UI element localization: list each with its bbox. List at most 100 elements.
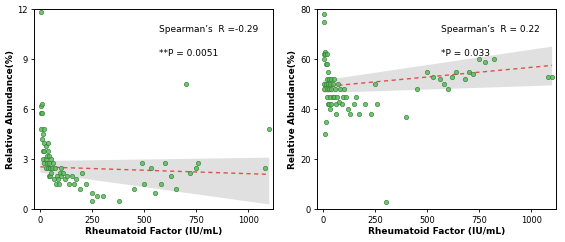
Point — [346, 112, 355, 116]
Point — [77, 171, 86, 175]
Point — [50, 166, 59, 170]
Point — [40, 161, 49, 165]
Point — [354, 112, 363, 116]
Point — [115, 199, 124, 203]
Text: *P = 0.033: *P = 0.033 — [441, 49, 490, 58]
Point — [341, 95, 350, 99]
Point — [53, 174, 62, 178]
Point — [468, 72, 477, 76]
Point — [146, 166, 155, 170]
Point — [489, 57, 498, 61]
Point — [412, 87, 421, 91]
Point — [328, 82, 337, 86]
Point — [402, 115, 411, 119]
Point — [444, 87, 453, 91]
Point — [544, 75, 553, 79]
Point — [39, 132, 48, 136]
Point — [43, 141, 52, 144]
Point — [324, 82, 333, 86]
Point — [321, 62, 331, 66]
Point — [55, 182, 64, 186]
Point — [61, 177, 70, 181]
Point — [440, 82, 449, 86]
Point — [150, 191, 159, 195]
Point — [481, 60, 490, 64]
Point — [192, 166, 201, 170]
Text: **P = 0.0051: **P = 0.0051 — [159, 49, 218, 58]
Point — [547, 75, 557, 79]
Point — [320, 50, 329, 53]
Point — [37, 104, 46, 108]
Polygon shape — [40, 158, 270, 204]
Point — [43, 149, 52, 153]
Point — [335, 87, 344, 91]
Point — [63, 174, 72, 178]
Text: Spearman’s  R = 0.22: Spearman’s R = 0.22 — [441, 25, 540, 34]
Point — [337, 102, 346, 106]
Point — [332, 95, 341, 99]
Point — [160, 161, 170, 165]
Point — [333, 82, 342, 86]
Point — [321, 120, 331, 124]
Point — [40, 141, 49, 144]
Point — [350, 102, 359, 106]
Point — [340, 87, 349, 91]
Point — [423, 70, 432, 74]
Point — [460, 77, 469, 81]
Point — [40, 149, 49, 153]
Point — [81, 182, 90, 186]
Y-axis label: Relative Abundance(%): Relative Abundance(%) — [6, 50, 15, 169]
Point — [45, 174, 54, 178]
Point — [39, 157, 48, 161]
Point — [329, 77, 338, 81]
Point — [321, 82, 330, 86]
Text: Spearman’s  R =-0.29: Spearman’s R =-0.29 — [159, 25, 258, 34]
Point — [41, 157, 50, 161]
Point — [92, 194, 101, 198]
Point — [38, 102, 47, 106]
Point — [129, 188, 138, 191]
Point — [75, 188, 84, 191]
Point — [56, 166, 66, 170]
X-axis label: Rheumatoid Factor (IU/mL): Rheumatoid Factor (IU/mL) — [85, 227, 223, 236]
Point — [324, 70, 333, 74]
Point — [381, 200, 390, 204]
Point — [67, 174, 76, 178]
Point — [320, 20, 329, 23]
Point — [327, 87, 336, 91]
Point — [59, 171, 68, 175]
Point — [43, 166, 52, 170]
Point — [39, 149, 48, 153]
Point — [331, 102, 340, 106]
Point — [324, 102, 333, 106]
Point — [46, 171, 55, 175]
Point — [323, 95, 332, 99]
Point — [186, 171, 195, 175]
Y-axis label: Relative Abundance(%): Relative Abundance(%) — [288, 50, 297, 169]
Polygon shape — [323, 47, 552, 93]
Point — [367, 112, 376, 116]
Point — [167, 174, 176, 178]
Point — [325, 87, 334, 91]
Point — [328, 95, 337, 99]
Point — [41, 144, 50, 148]
Point — [320, 52, 329, 56]
Point — [157, 182, 166, 186]
Point — [46, 157, 55, 161]
Point — [326, 107, 335, 111]
Point — [352, 95, 361, 99]
Point — [323, 62, 332, 66]
Point — [371, 82, 380, 86]
Point — [140, 182, 149, 186]
Point — [327, 77, 336, 81]
Point — [334, 100, 344, 104]
Point — [464, 70, 473, 74]
Point — [323, 52, 332, 56]
Point — [435, 77, 444, 81]
Point — [51, 182, 60, 186]
Point — [338, 95, 347, 99]
Point — [475, 57, 484, 61]
Point — [344, 107, 353, 111]
Point — [321, 132, 330, 136]
Point — [38, 137, 47, 141]
